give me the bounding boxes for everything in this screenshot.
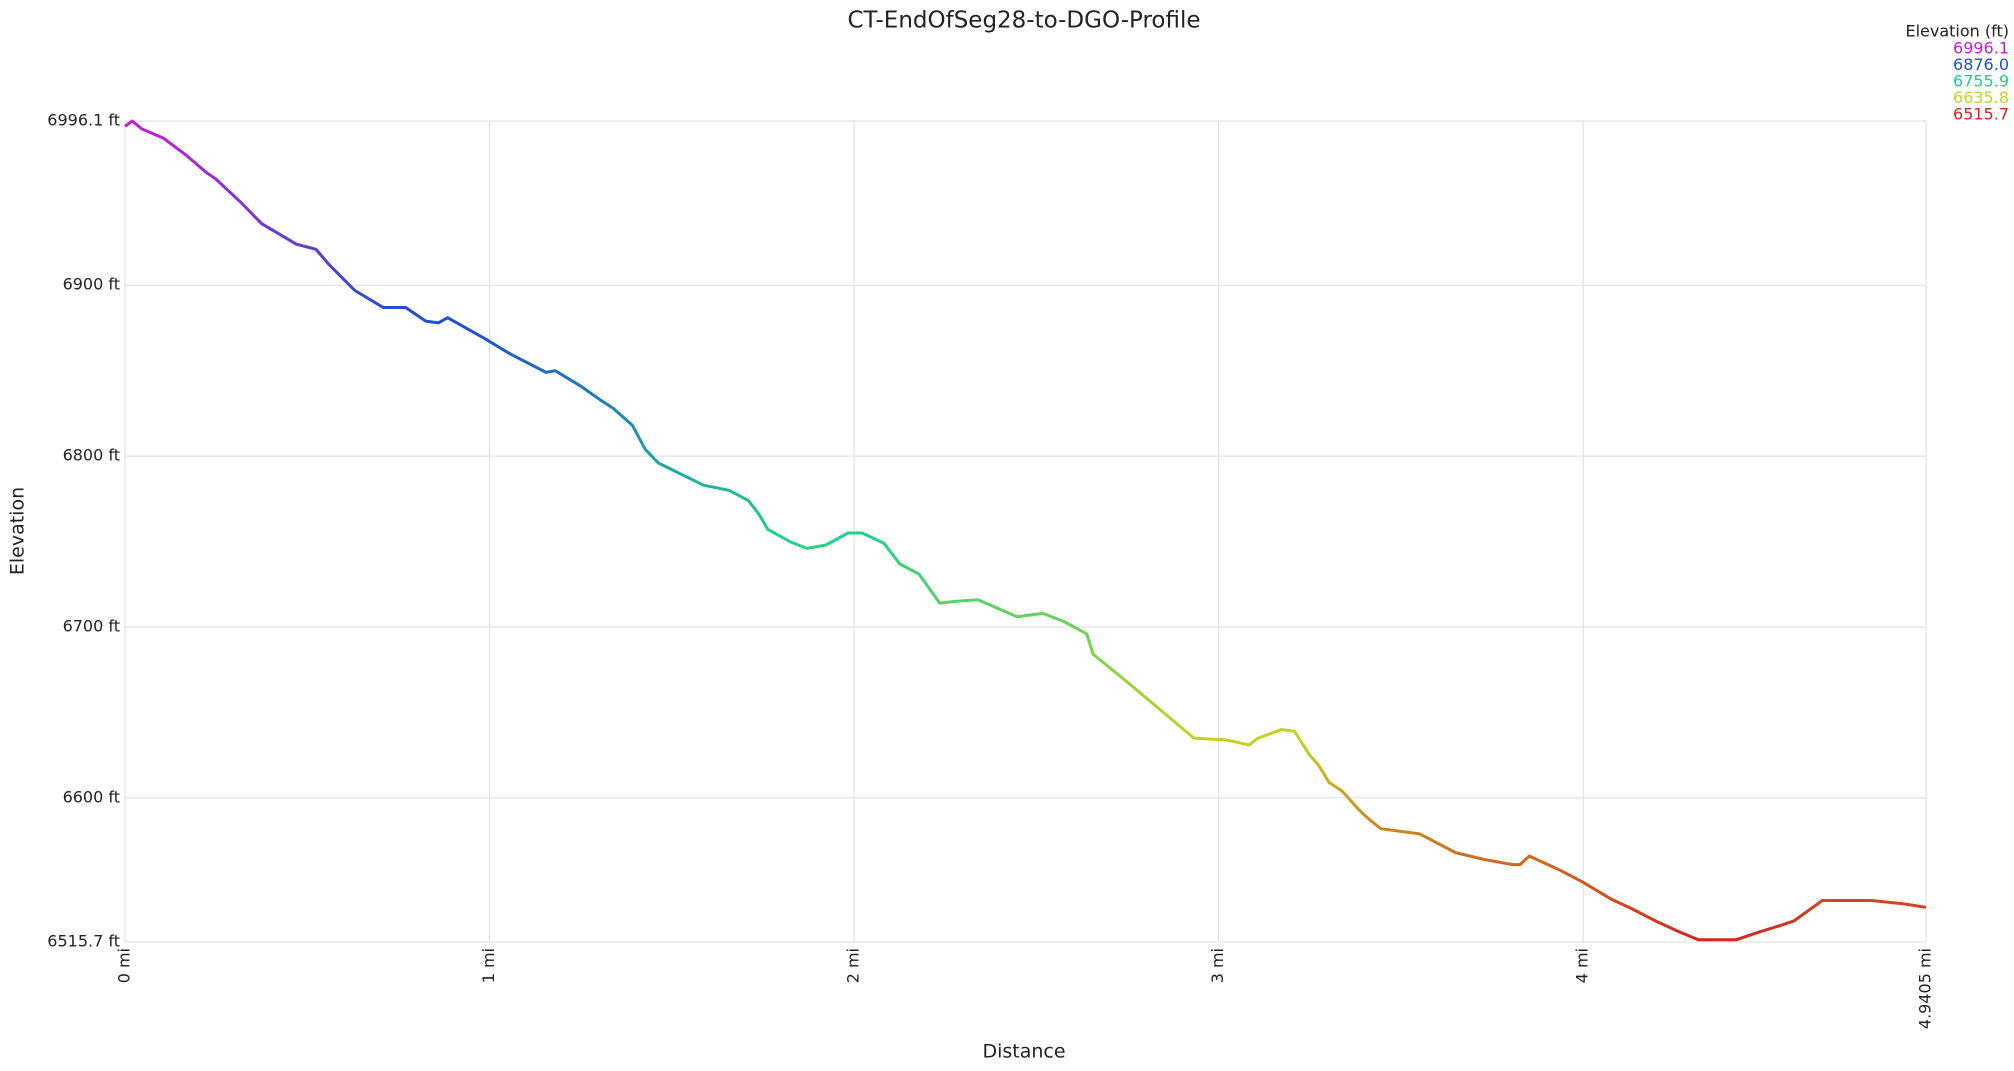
x-tick-label: 0 mi	[115, 948, 134, 983]
x-tick-label: 3 mi	[1208, 948, 1227, 983]
x-tick-label: 1 mi	[479, 948, 498, 983]
y-axis-label: Elevation	[7, 487, 29, 575]
y-tick-label: 6515.7 ft	[47, 932, 120, 951]
elevation-line	[124, 119, 1927, 942]
x-tick-label: 2 mi	[844, 948, 863, 983]
legend-label: 6635.8	[1953, 88, 2009, 107]
y-tick-label: 6800 ft	[63, 446, 120, 465]
x-tick-label: 4 mi	[1573, 948, 1592, 983]
legend-title: Elevation (ft)	[1905, 22, 2009, 41]
y-tick-label: 6600 ft	[63, 787, 120, 806]
y-tick-label: 6996.1 ft	[47, 111, 120, 130]
y-tick-label: 6700 ft	[63, 617, 120, 636]
legend-label: 6876.0	[1953, 55, 2009, 74]
x-axis-label: Distance	[982, 1041, 1065, 1063]
legend-label: 6996.1	[1953, 39, 2009, 58]
x-tick-label: 4.9405 mi	[1916, 948, 1935, 1029]
chart-title: CT-EndOfSeg28-to-DGO-Profile	[847, 8, 1200, 34]
legend-label: 6755.9	[1953, 72, 2009, 91]
y-tick-label: 6900 ft	[63, 275, 120, 294]
legend-label: 6515.7	[1953, 105, 2009, 124]
